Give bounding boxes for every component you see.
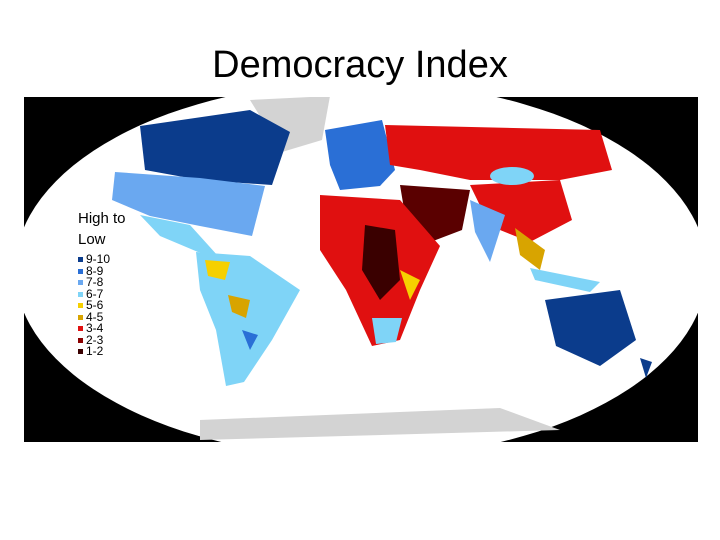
canada xyxy=(140,110,290,185)
legend: High to Low 9-10 8-9 7-8 6-7 5-6 4-5 3-4 2-3 1-2 xyxy=(78,208,148,358)
legend-item: 1-2 xyxy=(78,344,148,358)
legend-item: 3-4 xyxy=(78,321,148,335)
legend-swatch xyxy=(78,280,83,286)
legend-items: 9-10 8-9 7-8 6-7 5-6 4-5 3-4 2-3 1-2 xyxy=(78,252,148,358)
legend-label: 4-5 xyxy=(86,309,104,324)
europe xyxy=(325,120,395,190)
legend-item: 9-10 xyxy=(78,252,148,266)
southeast-asia xyxy=(515,228,545,270)
mexico xyxy=(140,215,218,256)
central-africa xyxy=(362,225,400,300)
east-africa xyxy=(400,270,420,300)
legend-item: 8-9 xyxy=(78,263,148,278)
legend-label: 2-3 xyxy=(86,332,104,347)
usa xyxy=(112,172,265,236)
title: Democracy Index xyxy=(212,44,508,86)
legend-label: 3-4 xyxy=(86,321,104,335)
legend-swatch xyxy=(78,337,83,343)
australia xyxy=(545,290,636,366)
legend-swatch xyxy=(78,291,83,297)
greenland xyxy=(250,97,330,152)
legend-swatch xyxy=(78,314,83,320)
legend-label: 9-10 xyxy=(86,252,111,266)
legend-swatch xyxy=(78,326,83,332)
legend-item: 7-8 xyxy=(78,275,148,289)
legend-label: 5-6 xyxy=(86,298,104,312)
sa-gold xyxy=(228,295,250,318)
legend-swatch xyxy=(78,268,83,274)
south-africa xyxy=(372,318,402,344)
antarctica xyxy=(200,408,560,440)
new-zealand xyxy=(640,358,652,378)
legend-label: 7-8 xyxy=(86,275,104,289)
uruguay xyxy=(242,330,258,350)
legend-item: 4-5 xyxy=(78,309,148,324)
legend-heading: High to Low xyxy=(78,210,126,248)
legend-swatch xyxy=(78,303,83,309)
legend-item: 5-6 xyxy=(78,298,148,312)
india xyxy=(470,200,505,262)
legend-item: 6-7 xyxy=(78,286,148,301)
legend-label: 6-7 xyxy=(86,286,104,301)
indonesia xyxy=(530,268,600,292)
legend-label: 8-9 xyxy=(86,263,104,278)
mongolia xyxy=(490,167,534,185)
south-america xyxy=(196,252,300,386)
legend-swatch xyxy=(78,257,83,263)
legend-label: 1-2 xyxy=(86,344,104,358)
sa-yellow xyxy=(205,260,230,280)
legend-item: 2-3 xyxy=(78,332,148,347)
legend-swatch xyxy=(78,349,83,355)
russia xyxy=(385,125,612,180)
